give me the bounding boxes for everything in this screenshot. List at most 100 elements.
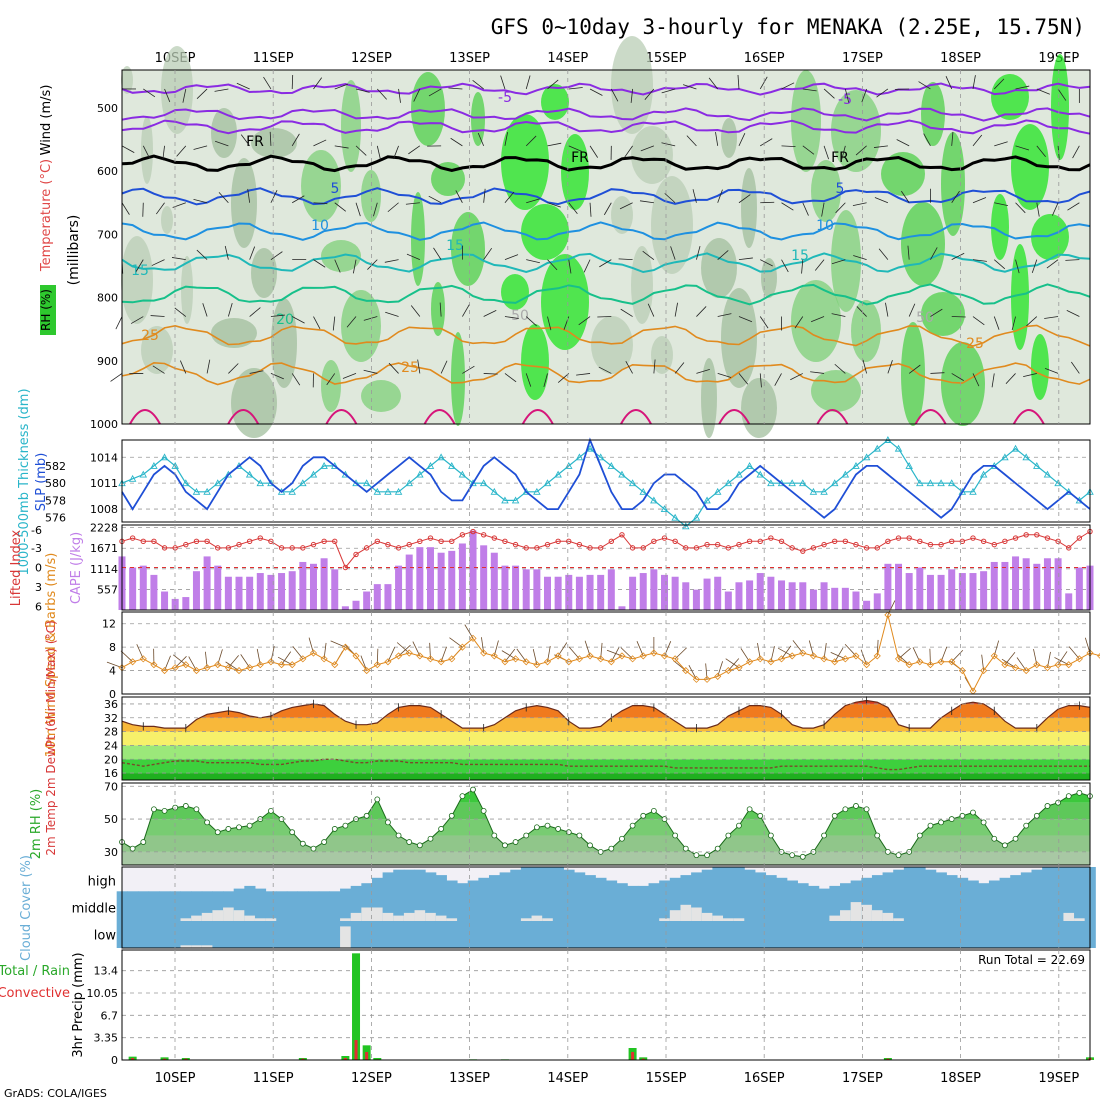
wind-speed-point (788, 652, 796, 660)
cloud-bar (531, 894, 543, 921)
rh-blob (1011, 244, 1029, 350)
cloud-high-bar (1020, 872, 1032, 894)
cloud-high-bar (403, 869, 416, 894)
wind-speed-point (1054, 661, 1062, 669)
wind-barb (1046, 259, 1059, 269)
isotherm-line (121, 221, 1091, 241)
cloud-bar (988, 894, 1001, 921)
wind-speed-point (916, 658, 924, 666)
precip-convective-bar (184, 1058, 188, 1060)
lifted-index-point (938, 541, 944, 548)
rh-blob (431, 282, 445, 336)
cloud-axis-label: Cloud Cover (%) (19, 855, 34, 961)
cloud-high-bar (871, 875, 884, 894)
wind-barb (993, 78, 1005, 90)
isotherm-30-arc (227, 409, 260, 425)
rh-blob (761, 258, 777, 298)
cloud-bar (1010, 894, 1022, 921)
cloud-bar (499, 921, 511, 948)
cloud-bar (403, 894, 416, 921)
cloud-high-bar (169, 891, 182, 894)
rh-point (767, 832, 774, 839)
isotherm-label: 10 (816, 218, 834, 234)
lifted-index-point (480, 532, 487, 538)
wind-barb-10m (1068, 646, 1080, 660)
cloud-bar (712, 921, 724, 948)
wind-barb (367, 259, 378, 270)
thickness-point (384, 487, 392, 495)
wind-barb (355, 145, 367, 156)
thickness-point (533, 487, 541, 495)
cloud-bar (712, 894, 724, 921)
wind-speed-point (522, 658, 530, 666)
cloud-high-bar (595, 877, 607, 894)
cloud-high-bar (584, 875, 596, 894)
thickness-slp-frame (121, 439, 1091, 523)
cloud-high-bar (425, 872, 437, 894)
lifted-index-point (608, 538, 615, 545)
wind-speed-point (1065, 661, 1073, 669)
lifted-index-point (906, 535, 912, 541)
wind-barb (504, 254, 519, 261)
rh-point (448, 812, 455, 819)
thickness-point (213, 479, 222, 487)
cloud-bar (978, 921, 990, 948)
wind-barb (291, 373, 301, 386)
cloud-bar (808, 921, 820, 948)
cloud-bar (350, 921, 362, 948)
wind-speed-point (416, 652, 424, 660)
rh-blob (921, 292, 965, 336)
lifted-index-point (704, 541, 710, 548)
wind-barb (334, 145, 349, 149)
run-total-label: Run Total = 22.69 (978, 953, 1085, 967)
wind-barb (972, 259, 987, 262)
cloud-bar (254, 894, 267, 921)
thickness-point (437, 453, 445, 461)
thickness-tick: 580 (45, 477, 66, 490)
cape-bar (405, 554, 413, 610)
cloud-bar (871, 894, 884, 921)
rh-blob (631, 126, 673, 184)
wind-speed-point (214, 661, 222, 669)
rh-point (895, 852, 902, 859)
wind-barb (844, 88, 850, 103)
cape-bar (809, 589, 817, 610)
wind-barb (450, 137, 463, 147)
thickness-point (724, 479, 733, 487)
wind-barb (236, 82, 250, 90)
cloud-bar (286, 921, 299, 948)
cloud-high-bar (627, 885, 639, 894)
wind-barb (202, 303, 208, 317)
rh-point (916, 832, 923, 839)
cape-bar (150, 574, 158, 610)
wind-barb (619, 202, 633, 210)
cape-bar (1012, 556, 1020, 610)
cloud-bar (329, 894, 341, 921)
cape-bar (724, 591, 732, 610)
thickness-point (192, 487, 201, 495)
isotherm-30-arc (423, 409, 456, 425)
thickness-point (565, 461, 573, 469)
cape-bar (320, 558, 328, 610)
wind-barb (440, 360, 448, 374)
cape-bar (852, 591, 860, 610)
rh-blob (701, 358, 717, 438)
rh-point (746, 806, 753, 813)
cloud-high-bar (233, 888, 245, 894)
cloud-high-bar (691, 872, 703, 894)
date-label-top: 16SEP (744, 51, 785, 66)
wind-barb (135, 259, 144, 272)
thickness-point (937, 479, 945, 487)
cloud-bar (861, 921, 873, 948)
thickness-point (756, 470, 765, 478)
isotherm-label: 10 (311, 218, 329, 234)
wind-barb-10m (228, 655, 239, 668)
isotherm-30-arc (914, 409, 947, 425)
lifted-index-point (980, 538, 987, 545)
rh-point (289, 829, 296, 836)
cape-bar (778, 580, 786, 610)
slp-tick: 1011 (90, 477, 118, 490)
cloud-bar (499, 894, 511, 921)
cloud-gap (542, 918, 554, 921)
wind-barb (945, 76, 953, 90)
